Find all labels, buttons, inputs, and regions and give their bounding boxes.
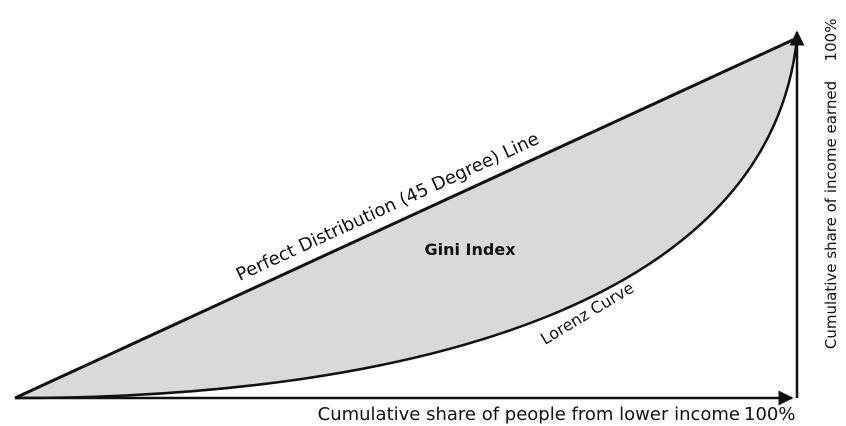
x-axis-end-label: 100% [744, 404, 795, 425]
gini-label: Gini Index [424, 240, 516, 259]
y-axis-end-label: 100% [822, 19, 840, 62]
y-axis-label: Cumulative share of income earned [822, 81, 840, 349]
lorenz-curve [14, 37, 799, 400]
x-axis-label: Cumulative share of people from lower in… [318, 404, 740, 425]
equality-line [14, 36, 798, 400]
